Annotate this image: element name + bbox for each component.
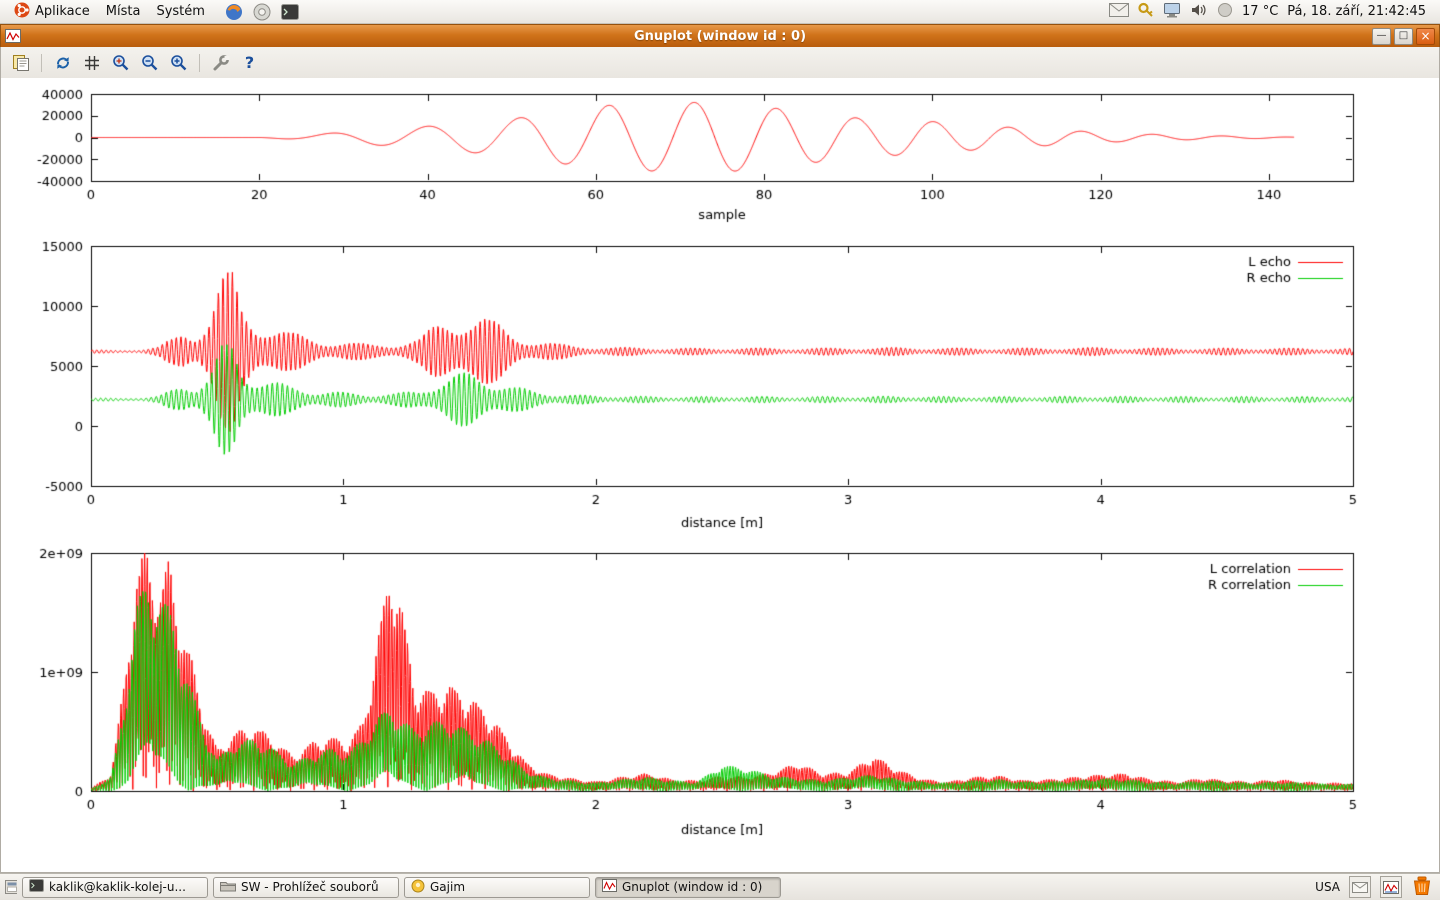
volume-icon[interactable]	[1190, 2, 1208, 22]
copy-to-clipboard-button[interactable]	[7, 50, 34, 75]
close-button[interactable]: ×	[1416, 27, 1435, 45]
minimize-button[interactable]: —	[1372, 27, 1391, 45]
trash-icon[interactable]	[1411, 876, 1433, 899]
folder-icon	[220, 879, 236, 895]
taskbar-tray: USA	[1315, 876, 1435, 899]
configure-button[interactable]	[207, 50, 234, 75]
help-icon: ?	[244, 53, 255, 72]
taskbar-button-file-browser[interactable]: SW - Prohlížeč souborů	[213, 876, 399, 898]
weather-icon[interactable]	[1217, 2, 1233, 22]
window-controls: — □ ×	[1372, 27, 1439, 45]
terminal-launcher-icon[interactable]	[279, 1, 301, 23]
help-launcher-icon[interactable]	[251, 1, 273, 23]
taskbar-button-label: SW - Prohlížeč souborů	[241, 880, 379, 894]
gnuplot-window-icon	[5, 29, 21, 43]
firefox-launcher-icon[interactable]	[223, 1, 245, 23]
zoom-next-button[interactable]	[165, 50, 192, 75]
mail-icon[interactable]	[1109, 2, 1130, 21]
gnuplot-toolbar: ?	[0, 47, 1440, 78]
gnuplot-window: Gnuplot (window id : 0) — □ ×	[0, 24, 1440, 873]
taskbar: kaklik@kaklik-kolej-u... SW - Prohlížeč …	[0, 873, 1440, 900]
panel-tray: 17 °C Pá, 18. září, 21:42:45	[1109, 2, 1434, 22]
taskbar-button-label: Gnuplot (window id : 0)	[622, 880, 763, 894]
clock-label[interactable]: Pá, 18. září, 21:42:45	[1287, 4, 1426, 19]
menu-applications[interactable]: Aplikace	[6, 0, 98, 24]
taskbar-button-gajim[interactable]: Gajim	[404, 876, 590, 898]
menu-applications-label: Aplikace	[35, 4, 90, 19]
display-icon[interactable]	[1163, 2, 1181, 22]
toolbar-separator	[199, 53, 200, 72]
window-titlebar[interactable]: Gnuplot (window id : 0) — □ ×	[0, 24, 1440, 47]
keyboard-layout-indicator[interactable]: USA	[1315, 880, 1340, 894]
taskbar-button-gnuplot[interactable]: Gnuplot (window id : 0)	[595, 876, 781, 898]
mail-tray-icon[interactable]	[1349, 876, 1371, 898]
panel-launchers	[223, 1, 301, 23]
gajim-icon	[411, 879, 425, 896]
replot-button[interactable]	[49, 50, 76, 75]
plot-surface	[0, 78, 1440, 873]
window-title: Gnuplot (window id : 0)	[633, 28, 807, 44]
toggle-grid-button[interactable]	[78, 50, 105, 75]
toolbar-separator	[41, 53, 42, 72]
maximize-button[interactable]: □	[1394, 27, 1413, 45]
zoom-previous-button[interactable]	[136, 50, 163, 75]
menu-places[interactable]: Místa	[98, 0, 149, 24]
temperature-label[interactable]: 17 °C	[1242, 4, 1279, 19]
top-panel: Aplikace Místa Systém	[0, 0, 1440, 24]
autoscale-button[interactable]	[107, 50, 134, 75]
terminal-icon	[29, 879, 44, 895]
gnuplot-charts-canvas[interactable]	[1, 78, 1439, 873]
menu-places-label: Místa	[105, 4, 141, 19]
gnuplot-tray-icon[interactable]	[1380, 876, 1402, 898]
help-button[interactable]: ?	[236, 50, 263, 75]
gnuplot-icon	[602, 879, 617, 895]
menu-system[interactable]: Systém	[148, 0, 212, 24]
taskbar-button-label: kaklik@kaklik-kolej-u...	[49, 880, 186, 894]
ubuntu-logo-icon	[14, 2, 30, 22]
keyring-icon[interactable]	[1138, 2, 1154, 22]
taskbar-button-terminal[interactable]: kaklik@kaklik-kolej-u...	[22, 876, 208, 898]
window-list-icon[interactable]	[5, 877, 17, 898]
taskbar-button-label: Gajim	[430, 880, 466, 894]
menu-system-label: Systém	[156, 4, 205, 19]
